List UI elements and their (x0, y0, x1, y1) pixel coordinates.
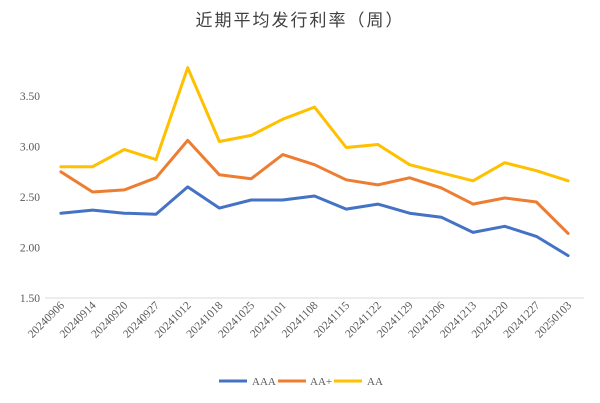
legend-item-aaa: AAA (219, 376, 276, 388)
y-tick-label: 1.50 (20, 293, 40, 305)
legend-label-aa-plus: AA+ (310, 376, 332, 388)
y-axis: 1.50 2.00 2.50 3.00 3.50 (20, 91, 40, 305)
y-tick-label: 3.00 (20, 142, 40, 154)
series-line-aaa (59, 185, 570, 258)
legend-item-aa-plus: AA+ (278, 376, 332, 388)
y-tick-label: 2.00 (20, 243, 40, 255)
y-tick-label: 2.50 (20, 192, 40, 204)
y-tick-label: 3.50 (20, 91, 40, 103)
chart-title: 近期平均发行利率（周） (196, 11, 405, 30)
series-line-aa (59, 66, 570, 183)
legend-item-aa: AA (334, 376, 383, 388)
series-line-aa-plus (59, 138, 570, 235)
legend-label-aa: AA (367, 376, 383, 388)
legend: AAA AA+ AA (219, 376, 383, 388)
plot-area (59, 66, 570, 258)
legend-label-aaa: AAA (252, 376, 276, 388)
